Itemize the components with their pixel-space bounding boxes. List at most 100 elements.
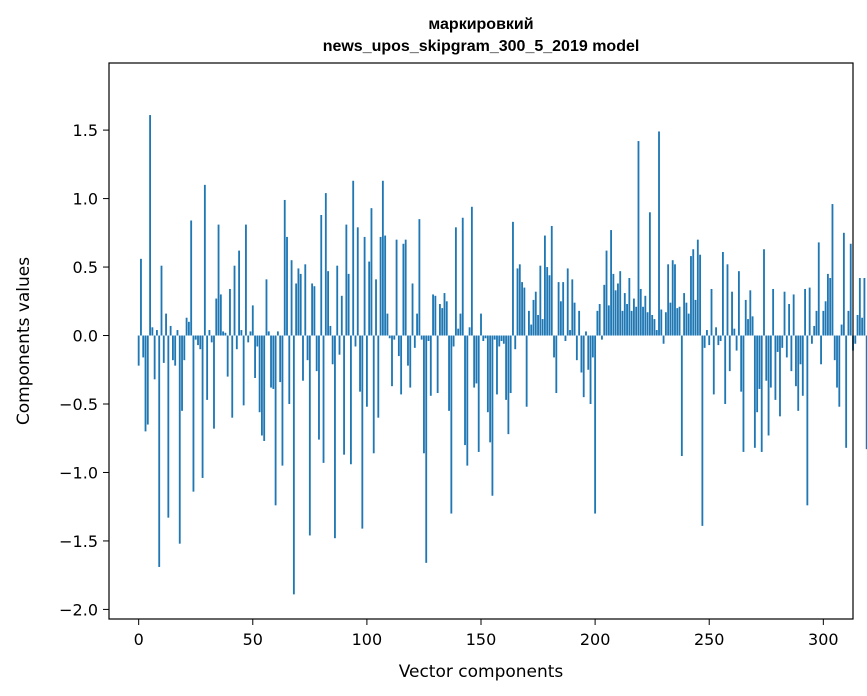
bar-157 bbox=[496, 335, 498, 395]
bar-242 bbox=[690, 256, 692, 336]
bar-47 bbox=[245, 224, 247, 336]
bar-41 bbox=[231, 335, 234, 418]
bar-283 bbox=[783, 291, 786, 336]
bar-201 bbox=[596, 310, 599, 336]
bar-194 bbox=[580, 335, 583, 373]
y-axis-label: Components values bbox=[14, 257, 34, 425]
bar-92 bbox=[347, 273, 350, 336]
bar-149 bbox=[477, 335, 480, 452]
bar-292 bbox=[804, 288, 806, 336]
bar-67 bbox=[290, 260, 293, 336]
bar-311 bbox=[847, 310, 850, 336]
bar-130 bbox=[434, 295, 437, 336]
bar-297 bbox=[815, 310, 818, 336]
bar-75 bbox=[308, 335, 311, 536]
bar-169 bbox=[523, 287, 526, 336]
bar-51 bbox=[254, 335, 256, 378]
bar-300 bbox=[822, 310, 825, 336]
bar-129 bbox=[432, 294, 434, 336]
bar-219 bbox=[637, 141, 640, 336]
bar-295 bbox=[811, 335, 813, 344]
bar-239 bbox=[683, 293, 686, 336]
bar-319 bbox=[865, 335, 867, 450]
bar-119 bbox=[409, 335, 412, 388]
bar-274 bbox=[763, 249, 765, 336]
bar-220 bbox=[639, 288, 642, 336]
bar-86 bbox=[334, 335, 336, 539]
bar-207 bbox=[610, 230, 612, 336]
bar-40 bbox=[229, 288, 231, 336]
bar-160 bbox=[502, 335, 505, 344]
y-tick-label: −0.5 bbox=[59, 395, 98, 414]
bar-200 bbox=[594, 335, 597, 514]
bar-264 bbox=[740, 335, 743, 392]
bar-293 bbox=[806, 335, 809, 506]
bar-70 bbox=[297, 268, 300, 336]
bar-98 bbox=[361, 335, 364, 529]
bar-155 bbox=[491, 335, 494, 496]
bar-195 bbox=[582, 335, 585, 398]
bar-18 bbox=[178, 335, 181, 544]
bar-236 bbox=[676, 308, 679, 336]
bar-266 bbox=[744, 299, 747, 336]
bar-152 bbox=[484, 335, 487, 339]
bar-134 bbox=[443, 293, 446, 336]
bars-group bbox=[137, 115, 867, 595]
bar-189 bbox=[569, 330, 571, 336]
bar-107 bbox=[381, 180, 384, 336]
bar-69 bbox=[295, 283, 298, 336]
bar-65 bbox=[286, 236, 288, 336]
bar-238 bbox=[680, 335, 683, 457]
bar-301 bbox=[824, 301, 827, 336]
bar-61 bbox=[276, 331, 279, 336]
bar-210 bbox=[617, 283, 619, 336]
bar-49 bbox=[249, 331, 252, 336]
bar-318 bbox=[863, 278, 866, 336]
bar-81 bbox=[322, 335, 325, 463]
bar-32 bbox=[210, 335, 213, 343]
bar-56 bbox=[265, 279, 268, 336]
bar-84 bbox=[329, 325, 332, 336]
bar-143 bbox=[464, 335, 466, 446]
bar-247 bbox=[701, 335, 704, 526]
bar-31 bbox=[208, 330, 211, 336]
bar-233 bbox=[669, 302, 672, 336]
bar-163 bbox=[509, 335, 512, 394]
bar-176 bbox=[539, 265, 542, 336]
bar-280 bbox=[776, 335, 779, 352]
bar-108 bbox=[384, 235, 387, 336]
bar-15 bbox=[171, 335, 174, 361]
x-tick-label: 100 bbox=[352, 630, 383, 649]
bar-88 bbox=[338, 335, 341, 355]
bar-277 bbox=[769, 335, 772, 388]
bar-55 bbox=[263, 335, 266, 441]
bar-165 bbox=[514, 335, 517, 350]
bar-66 bbox=[288, 335, 291, 404]
bar-175 bbox=[537, 314, 539, 336]
bar-118 bbox=[407, 335, 409, 366]
bar-259 bbox=[728, 335, 731, 372]
bar-60 bbox=[274, 335, 277, 506]
bar-150 bbox=[480, 313, 482, 336]
bar-35 bbox=[217, 224, 220, 336]
bar-17 bbox=[176, 330, 179, 336]
bar-269 bbox=[751, 316, 754, 336]
bar-212 bbox=[621, 310, 624, 336]
bar-135 bbox=[445, 301, 448, 336]
bar-182 bbox=[553, 335, 555, 358]
bar-14 bbox=[169, 325, 172, 336]
bar-154 bbox=[489, 335, 492, 443]
bar-191 bbox=[573, 302, 576, 336]
bar-34 bbox=[215, 298, 218, 336]
bar-46 bbox=[242, 335, 245, 406]
bar-80 bbox=[320, 215, 323, 336]
bar-187 bbox=[564, 335, 567, 341]
bar-146 bbox=[470, 206, 473, 336]
bar-103 bbox=[372, 335, 375, 454]
bar-289 bbox=[797, 335, 800, 411]
bar-121 bbox=[413, 335, 416, 348]
bar-71 bbox=[299, 273, 302, 336]
bar-91 bbox=[345, 224, 348, 336]
bar-216 bbox=[630, 310, 633, 336]
y-tick-label: −1.5 bbox=[59, 532, 98, 551]
